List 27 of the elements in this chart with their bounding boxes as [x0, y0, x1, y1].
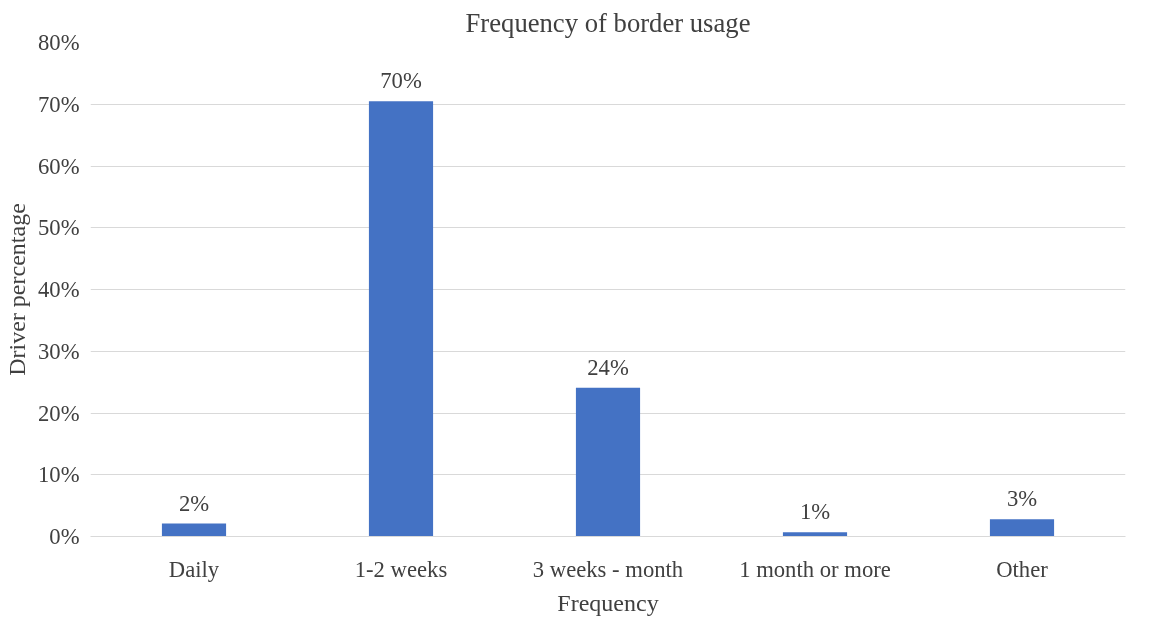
bar	[989, 519, 1055, 537]
y-tick-label: 20%	[37, 400, 80, 426]
data-label: 3%	[1006, 486, 1038, 512]
x-tick-label: 1 month or more	[739, 556, 891, 582]
y-axis-title: Driver percentage	[3, 203, 30, 376]
data-label: 2%	[178, 490, 210, 516]
y-tick-label: 40%	[37, 277, 80, 302]
x-tick-label: Other	[996, 556, 1049, 582]
bar	[161, 523, 227, 537]
data-label: 1%	[799, 499, 831, 525]
y-tick-label: 80%	[37, 30, 80, 55]
data-label: 24%	[587, 354, 629, 380]
bar	[368, 101, 434, 537]
y-tick-label: 70%	[37, 91, 80, 117]
x-tick-label: 1-2 weeks	[354, 556, 448, 582]
bar	[575, 387, 641, 537]
y-tick-label: 10%	[37, 462, 80, 488]
chart-title: Frequency of border usage	[465, 7, 751, 38]
x-axis-title: Frequency	[557, 589, 659, 616]
x-tick-label: 3 weeks - month	[532, 556, 684, 582]
y-tick-label: 50%	[37, 215, 80, 241]
y-tick-label: 0%	[49, 524, 80, 549]
y-tick-label: 60%	[37, 153, 80, 179]
y-tick-label: 30%	[37, 338, 80, 364]
data-label: 70%	[380, 68, 422, 94]
x-tick-label: Daily	[168, 556, 220, 582]
bar	[782, 532, 848, 537]
